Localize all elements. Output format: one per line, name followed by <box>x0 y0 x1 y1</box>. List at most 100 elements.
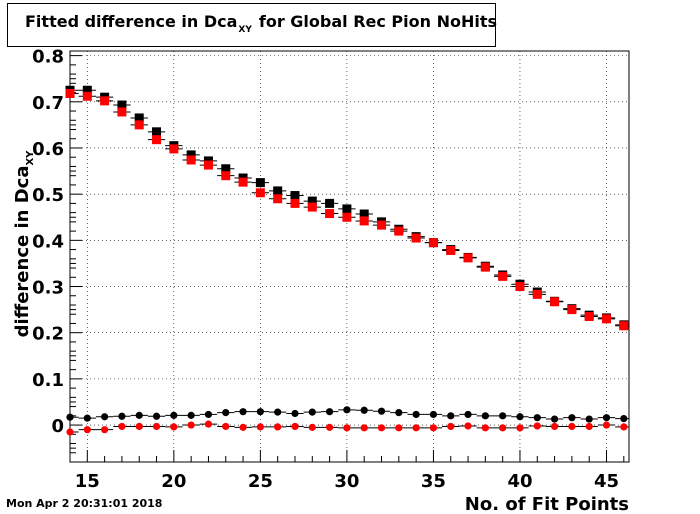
title-prefix: Fitted difference in Dca <box>25 12 238 31</box>
data-point <box>343 406 351 414</box>
data-point <box>117 107 127 117</box>
data-point <box>377 407 386 415</box>
data-point <box>447 412 455 420</box>
data-point <box>135 422 143 431</box>
x-tick-label: 40 <box>507 471 532 492</box>
data-point <box>290 198 300 208</box>
data-point <box>325 198 335 208</box>
data-point <box>516 424 524 432</box>
data-point <box>412 410 420 419</box>
data-point <box>308 408 316 416</box>
data-point <box>620 423 628 431</box>
data-point <box>447 422 455 431</box>
data-point <box>307 202 317 212</box>
data-point <box>187 421 195 429</box>
y-axis-label-sub: XY <box>25 150 36 166</box>
series-1 <box>65 88 629 331</box>
chart-title: Fitted difference in DcaXY for Global Rec… <box>25 12 497 35</box>
y-tick-label: 0.7 <box>32 93 64 114</box>
svg-text:difference in DcaXY: difference in DcaXY <box>12 150 36 338</box>
data-point <box>533 414 541 422</box>
data-point <box>82 91 92 101</box>
data-point <box>325 209 335 219</box>
data-point <box>222 408 230 417</box>
y-tick-label: 0.5 <box>32 185 64 206</box>
data-point <box>499 424 507 432</box>
data-point <box>152 127 162 137</box>
data-point <box>550 415 559 423</box>
data-point <box>360 406 368 414</box>
data-point <box>602 414 611 422</box>
data-point <box>152 135 162 145</box>
data-point <box>204 410 213 419</box>
tick-layer: 15 20 25 30 35 40 45 0 0.1 0.2 0.3 0.4 0.5 0.6 0.7 0.8 <box>32 47 625 492</box>
y-tick-label: 0.4 <box>32 231 64 252</box>
data-point <box>239 423 247 431</box>
data-point <box>342 212 352 222</box>
data-point <box>170 411 178 419</box>
data-point <box>222 422 230 431</box>
data-point <box>83 414 91 422</box>
data-point <box>118 412 126 420</box>
data-point <box>308 423 316 431</box>
data-point <box>429 410 438 419</box>
data-point <box>480 262 490 272</box>
data-point <box>343 424 351 432</box>
x-axis-label: No. of Fit Points <box>465 494 629 514</box>
data-point <box>255 188 265 198</box>
data-point <box>446 245 456 255</box>
data-point <box>152 422 161 431</box>
data-point <box>515 282 525 292</box>
data-point <box>464 422 472 430</box>
title-subscript: XY <box>238 25 252 35</box>
data-point <box>532 289 542 299</box>
data-point <box>585 415 593 423</box>
data-point <box>359 209 369 219</box>
data-point <box>101 426 109 434</box>
data-point <box>135 411 143 419</box>
data-point <box>568 414 576 422</box>
data-point <box>550 422 559 431</box>
data-point <box>568 422 576 431</box>
data-point <box>620 414 628 423</box>
data-point <box>481 412 489 420</box>
data-point <box>464 410 472 419</box>
data-point <box>186 155 196 165</box>
y-axis-label-main: difference in Dca <box>12 166 33 338</box>
y-tick-label: 0.1 <box>32 370 64 391</box>
data-point <box>66 413 74 421</box>
data-point <box>187 411 195 419</box>
data-point <box>619 321 629 331</box>
data-point <box>429 424 438 432</box>
data-point <box>238 177 248 187</box>
data-point <box>516 413 524 421</box>
data-point <box>66 428 74 436</box>
y-tick-label: 0.6 <box>32 139 64 160</box>
data-marks <box>65 85 629 436</box>
y-tick-label: 0.8 <box>32 47 64 68</box>
title-box: Fitted difference in DcaXY for Global Rec… <box>7 3 497 47</box>
data-point <box>377 424 386 432</box>
data-point <box>117 100 127 110</box>
x-tick-label: 35 <box>421 471 446 492</box>
data-point <box>256 408 264 416</box>
plot-frame <box>69 50 630 463</box>
data-point <box>325 423 334 431</box>
x-tick-label: 30 <box>334 471 359 492</box>
data-point <box>412 424 420 432</box>
data-point <box>498 271 508 281</box>
data-point <box>307 196 317 206</box>
data-point <box>273 194 283 204</box>
data-point <box>567 305 577 315</box>
data-point <box>256 423 264 431</box>
data-point <box>359 216 369 226</box>
y-axis-label: difference in DcaXY <box>12 150 36 338</box>
data-point <box>100 96 110 106</box>
data-point <box>602 314 612 324</box>
data-point <box>585 422 593 431</box>
x-tick-label: 45 <box>594 471 619 492</box>
data-point <box>221 171 231 181</box>
y-tick-label: 0.2 <box>32 324 64 345</box>
data-point <box>221 164 231 174</box>
